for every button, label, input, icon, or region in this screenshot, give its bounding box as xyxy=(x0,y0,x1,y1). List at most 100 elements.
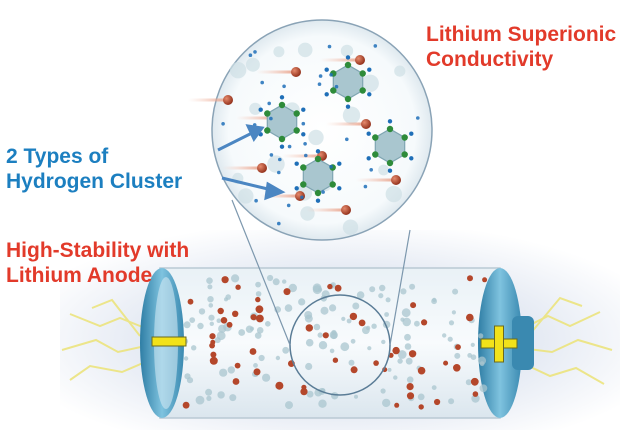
cluster-types-label: 2 Types of Hydrogen Cluster xyxy=(6,144,182,194)
lithium-ion-particle xyxy=(255,305,264,314)
cluster-particle xyxy=(214,337,221,344)
cluster-particle xyxy=(379,284,386,292)
cluster-particle xyxy=(367,346,372,351)
hydrogen-dot xyxy=(248,53,253,57)
cluster-node xyxy=(372,151,379,158)
cluster-particle xyxy=(191,345,197,351)
cluster-particle xyxy=(249,326,255,331)
cluster-particle xyxy=(225,294,231,300)
cluster-particle xyxy=(369,286,376,293)
hydrogen-dot xyxy=(304,153,308,158)
cluster-particle xyxy=(231,274,240,283)
lithium-ion-particle xyxy=(406,392,415,400)
hydrogen-atom xyxy=(367,67,372,72)
hydrogen-dot xyxy=(277,221,281,226)
cluster-particle xyxy=(306,390,314,398)
cluster-particle xyxy=(207,284,213,290)
stability-label-line2: Lithium Anode xyxy=(6,264,153,287)
faint-cluster xyxy=(297,42,313,58)
cluster-particle xyxy=(400,288,407,295)
lithium-ion-particle xyxy=(453,364,461,372)
hydrogen-dot xyxy=(282,84,286,89)
lithium-ion xyxy=(361,119,371,129)
cluster-types-label-line2: Hydrogen Cluster xyxy=(6,170,183,193)
cluster-particle xyxy=(352,302,360,310)
lithium-ion-particle xyxy=(334,284,342,292)
cluster-particle xyxy=(298,298,306,306)
hydrogen-atom xyxy=(315,149,321,154)
cluster-particle xyxy=(354,394,358,399)
hydrogen-dot xyxy=(253,50,257,54)
hydrogen-dot xyxy=(267,101,272,106)
cluster-particle xyxy=(431,298,437,305)
lithium-ion xyxy=(291,67,301,77)
lithium-ion-particle xyxy=(235,284,241,290)
cluster-particle xyxy=(470,342,475,347)
cluster-node xyxy=(300,181,307,188)
cluster-node xyxy=(264,127,271,134)
battery-terminal xyxy=(512,316,534,370)
cluster-particle xyxy=(305,338,314,347)
ion-trail xyxy=(306,208,346,212)
hydrogen-atom xyxy=(324,67,329,72)
cluster-node xyxy=(401,134,408,141)
lithium-ion-particle xyxy=(434,398,441,406)
cluster-particle xyxy=(186,377,194,384)
hydrogen-atom xyxy=(279,144,285,149)
lithium-ion-particle xyxy=(209,356,218,365)
cluster-particle xyxy=(378,293,384,299)
cluster-particle xyxy=(275,355,281,361)
lithium-ion-particle xyxy=(358,319,366,327)
hydrogen-atom xyxy=(387,168,393,173)
hydrogen-atom xyxy=(387,119,393,124)
electrolyte-particles xyxy=(181,274,488,410)
faint-cluster xyxy=(300,206,315,221)
lithium-ion-particle xyxy=(418,404,424,410)
lithium-ion-particle xyxy=(256,314,264,323)
cluster-particle xyxy=(330,332,338,339)
cluster-particle xyxy=(381,339,386,345)
faint-cluster xyxy=(378,164,389,176)
faint-cluster xyxy=(267,155,285,173)
lithium-ion-particle xyxy=(350,366,358,374)
superionic-label-line2: Conductivity xyxy=(426,48,554,71)
lithium-ion-particle xyxy=(373,360,379,366)
lithium-ion-particle xyxy=(466,313,474,322)
faint-cluster xyxy=(385,185,402,203)
cluster-particle xyxy=(341,316,346,321)
cluster-particle xyxy=(417,393,425,401)
lithium-ion-particle xyxy=(392,346,400,355)
cluster-types-label-line1: 2 Types of xyxy=(6,145,109,168)
lithium-ion-particle xyxy=(472,391,479,397)
cluster-particle xyxy=(262,373,271,382)
hydrogen-atom xyxy=(294,186,299,191)
cluster-particle xyxy=(346,318,352,324)
cluster-particle xyxy=(340,342,350,352)
cluster-particle xyxy=(313,323,321,331)
cluster-node xyxy=(386,159,394,167)
cluster-particle xyxy=(451,310,456,315)
cluster-particle xyxy=(431,385,437,390)
battery-body xyxy=(159,267,501,419)
cluster-node xyxy=(329,181,336,188)
cluster-particle xyxy=(205,388,213,396)
hydrogen-atom xyxy=(409,156,414,161)
hydrogen-atom xyxy=(301,107,306,112)
lithium-ion-particle xyxy=(322,332,329,339)
cluster-particle xyxy=(255,281,261,288)
cluster-particle xyxy=(256,327,264,334)
cluster-particle xyxy=(265,321,271,327)
cluster-particle xyxy=(329,348,335,354)
hydrogen-dot xyxy=(300,195,304,200)
cluster-particle xyxy=(219,368,228,377)
hydrogen-atom xyxy=(301,132,306,137)
lithium-ion-particle xyxy=(253,368,261,376)
cluster-node xyxy=(386,125,394,133)
faint-cluster xyxy=(229,61,247,79)
cluster-particle xyxy=(253,363,258,368)
hydrogen-dot xyxy=(254,198,258,203)
hydrogen-dot xyxy=(301,121,306,126)
hydrogen-dot xyxy=(269,153,274,157)
hydrogen-atom xyxy=(337,186,342,191)
